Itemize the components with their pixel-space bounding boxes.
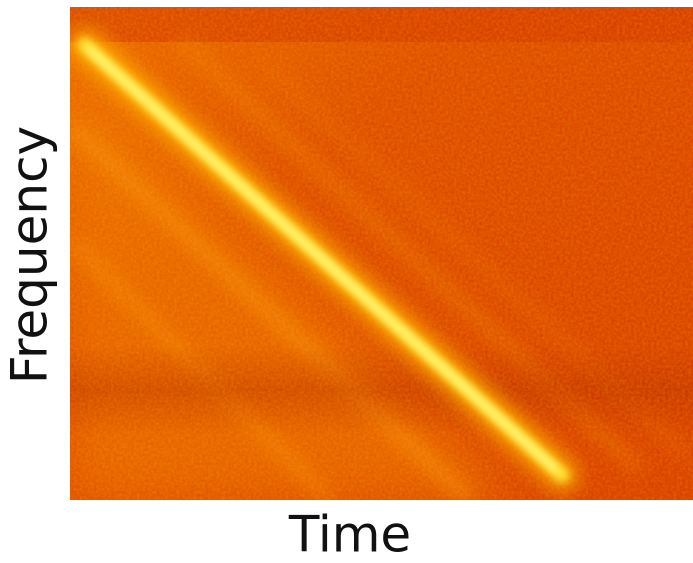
x-axis-label: Time	[288, 506, 411, 563]
y-axis-label: Frequency	[1, 126, 59, 384]
spectrogram-image	[70, 7, 693, 500]
